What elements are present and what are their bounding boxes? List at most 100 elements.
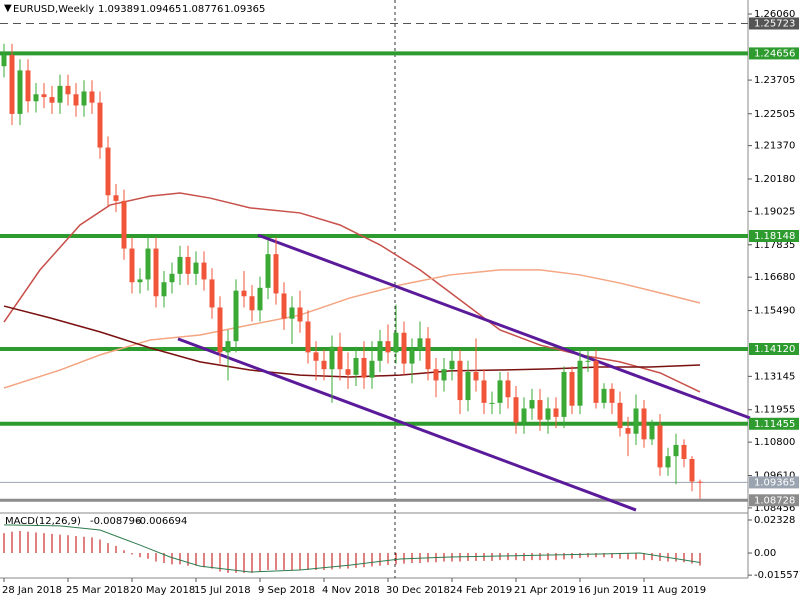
candle-body bbox=[337, 346, 343, 370]
candle-body bbox=[657, 425, 663, 468]
candle-body bbox=[313, 352, 319, 361]
level-price-box bbox=[749, 476, 799, 489]
candle-body bbox=[593, 360, 599, 403]
x-tick-label: 30 Dec 2018 bbox=[386, 585, 450, 596]
x-tick-label: 28 Jan 2018 bbox=[2, 585, 62, 596]
candle-body bbox=[209, 279, 215, 308]
candle-body bbox=[121, 200, 127, 249]
high-value: 1.09465 bbox=[140, 4, 181, 15]
x-tick-label: 25 Mar 2018 bbox=[66, 585, 129, 596]
candle-body bbox=[321, 360, 327, 370]
level-price-box bbox=[749, 494, 799, 507]
candle-body bbox=[1, 54, 7, 67]
candle-body bbox=[217, 307, 223, 353]
candle-body bbox=[641, 408, 647, 440]
candle-body bbox=[617, 402, 623, 429]
low-value: 1.08776 bbox=[182, 4, 223, 15]
x-tick-label: 20 May 2018 bbox=[130, 585, 195, 596]
x-tick-label: 9 Sep 2018 bbox=[258, 585, 315, 596]
candle-body bbox=[201, 262, 207, 280]
y-tick-label: 1.23705 bbox=[754, 75, 795, 86]
y-tick-label: 1.09610 bbox=[754, 471, 795, 482]
overlay: ▼ EURUSD,Weekly 1.09389 1.09465 1.08776 … bbox=[4, 3, 265, 527]
candle-body bbox=[257, 287, 263, 311]
x-tick-label: 11 Aug 2019 bbox=[642, 585, 706, 596]
candle-body bbox=[25, 70, 31, 102]
macd-tick-label: 0.00 bbox=[754, 548, 776, 559]
level-price-label: 1.14120 bbox=[754, 344, 795, 355]
candle-body bbox=[425, 338, 431, 370]
candle-body bbox=[569, 372, 575, 406]
candle-body bbox=[297, 307, 303, 322]
candle-body bbox=[497, 380, 503, 403]
menu-icon: ▼ bbox=[4, 3, 12, 14]
candle-body bbox=[513, 397, 519, 423]
macd-signal-value: -0.006694 bbox=[136, 516, 187, 527]
candle-body bbox=[441, 369, 447, 381]
candle-body bbox=[377, 341, 383, 361]
candle-body bbox=[153, 248, 159, 297]
candle-body bbox=[329, 346, 335, 370]
y-tick-label: 1.17835 bbox=[754, 240, 795, 251]
candle-body bbox=[9, 54, 15, 114]
candle-body bbox=[241, 290, 247, 297]
candle-body bbox=[129, 248, 135, 283]
close-value: 1.09365 bbox=[224, 4, 265, 15]
candle-body bbox=[137, 279, 143, 283]
candle-body bbox=[529, 400, 535, 409]
y-tick-label: 1.10800 bbox=[754, 437, 795, 448]
candle-body bbox=[673, 444, 679, 457]
level-price-box bbox=[749, 47, 799, 60]
candle-body bbox=[665, 456, 671, 468]
symbol: EURUSD,Weekly bbox=[13, 4, 94, 15]
candle-body bbox=[345, 369, 351, 375]
candle-body bbox=[521, 408, 527, 423]
level-price-box bbox=[749, 229, 799, 242]
y-tick-label: 1.08456 bbox=[754, 503, 795, 514]
candle-body bbox=[433, 369, 439, 381]
x-tick-label: 4 Nov 2018 bbox=[322, 585, 380, 596]
open-value: 1.09389 bbox=[98, 4, 139, 15]
level-price-label: 1.18148 bbox=[754, 231, 795, 242]
candle-body bbox=[289, 307, 295, 319]
candle-body bbox=[265, 254, 271, 288]
candle-body bbox=[97, 102, 103, 148]
candle-body bbox=[65, 85, 71, 95]
candle-body bbox=[465, 372, 471, 401]
x-tick-label: 24 Feb 2019 bbox=[450, 585, 512, 596]
macd-tick-label: 0.02328 bbox=[754, 515, 795, 526]
y-tick-label: 1.16680 bbox=[754, 272, 795, 283]
candle-body bbox=[233, 290, 239, 342]
candle-body bbox=[41, 94, 47, 98]
candle-body bbox=[145, 248, 151, 280]
level-price-label: 1.24656 bbox=[754, 48, 795, 59]
candle-body bbox=[81, 91, 87, 106]
candle-body bbox=[33, 94, 39, 102]
candle-body bbox=[113, 195, 119, 201]
candle-body bbox=[369, 360, 375, 378]
candle-body bbox=[577, 360, 583, 406]
candle-body bbox=[537, 400, 543, 420]
candle-body bbox=[417, 338, 423, 350]
candle-body bbox=[649, 425, 655, 440]
candle-body bbox=[633, 408, 639, 434]
candle-body bbox=[457, 360, 463, 401]
y-tick-label: 1.22505 bbox=[754, 109, 795, 120]
candle-body bbox=[401, 332, 407, 364]
x-tick-label: 21 Apr 2019 bbox=[514, 585, 576, 596]
candle-body bbox=[473, 372, 479, 381]
marks: 1.26060 1.23705 1.22505 1.21370 1.20180 1.190… bbox=[0, 9, 800, 596]
candle-body bbox=[697, 481, 703, 483]
candle-body bbox=[361, 357, 367, 378]
candle-body bbox=[49, 97, 55, 103]
macd-tick-label: -0.015577 bbox=[754, 570, 800, 581]
level-price-box bbox=[749, 417, 799, 430]
y-tick-label: 1.20180 bbox=[754, 174, 795, 185]
candle-body bbox=[393, 332, 399, 353]
candle-body bbox=[177, 256, 183, 274]
level-price-label: 1.09365 bbox=[754, 477, 795, 488]
y-tick-label: 1.15490 bbox=[754, 306, 795, 317]
x-tick-label: 15 Jul 2018 bbox=[194, 585, 251, 596]
candle-body bbox=[193, 262, 199, 274]
